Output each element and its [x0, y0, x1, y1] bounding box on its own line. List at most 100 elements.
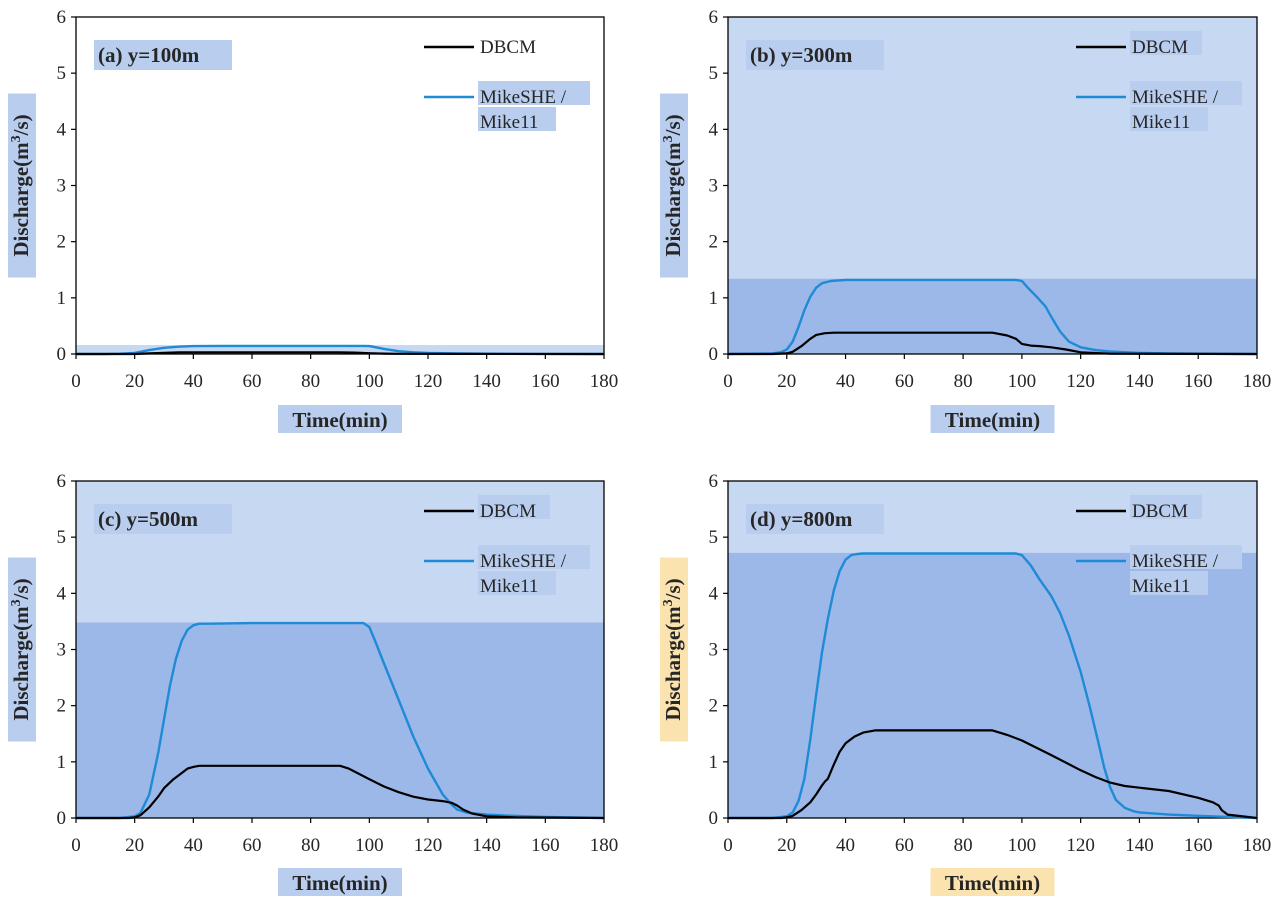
- y-tick-label: 5: [709, 63, 719, 84]
- y-tick-label: 4: [709, 119, 719, 140]
- legend-label-highlight: [478, 571, 556, 595]
- y-tick-label: 6: [709, 7, 719, 28]
- y-tick-label: 1: [57, 752, 67, 773]
- panel-label-highlight: [746, 40, 884, 70]
- panel-label-highlight: [94, 504, 232, 534]
- y-axis-title-main: Discharge(m: [661, 142, 685, 257]
- x-tick-label: 140: [472, 835, 501, 856]
- x-axis-title-highlight: [278, 868, 402, 896]
- x-tick-label: 20: [125, 371, 144, 392]
- x-tick-label: 20: [125, 835, 144, 856]
- y-axis-title-main: Discharge(m: [9, 142, 33, 257]
- x-tick-label: 80: [301, 835, 320, 856]
- x-tick-label: 20: [777, 371, 796, 392]
- svg-text:Discharge(m3/s): Discharge(m3/s): [661, 114, 685, 256]
- legend-label-highlight: [1130, 545, 1242, 569]
- legend-label-highlight: [1130, 107, 1208, 131]
- y-tick-label: 0: [709, 344, 719, 365]
- svg-text:Discharge(m3/s): Discharge(m3/s): [661, 578, 685, 720]
- panel-label: (d) y=800m: [750, 507, 853, 531]
- y-tick-label: 3: [709, 640, 719, 661]
- x-tick-label: 40: [184, 371, 203, 392]
- x-tick-label: 100: [355, 835, 384, 856]
- y-axis-title-superscript: 3: [9, 599, 24, 606]
- legend-label-dbcm: DBCM: [1132, 501, 1188, 522]
- legend-label-highlight: [1130, 571, 1208, 595]
- x-tick-label: 40: [184, 835, 203, 856]
- x-tick-label: 20: [777, 835, 796, 856]
- y-tick-label: 3: [57, 640, 67, 661]
- y-tick-label: 6: [57, 7, 67, 28]
- y-axis-title: Discharge(m3/s): [660, 557, 688, 742]
- y-tick-label: 1: [57, 288, 67, 309]
- panel-label: (b) y=300m: [750, 43, 853, 67]
- y-tick-label: 1: [709, 752, 719, 773]
- y-tick-label: 6: [57, 471, 67, 492]
- x-tick-label: 40: [836, 371, 855, 392]
- y-tick-label: 2: [709, 232, 719, 253]
- x-tick-label: 160: [1184, 835, 1213, 856]
- panel-label: (a) y=100m: [98, 43, 200, 67]
- x-tick-label: 180: [590, 835, 619, 856]
- y-tick-label: 2: [57, 696, 67, 717]
- x-tick-label: 180: [590, 371, 619, 392]
- x-axis-title: Time(min): [945, 408, 1040, 432]
- x-tick-label: 180: [1243, 835, 1272, 856]
- x-tick-label: 0: [723, 835, 733, 856]
- series-line-dbcm: [728, 331, 1258, 356]
- x-tick-label: 100: [1008, 835, 1037, 856]
- series-line-mikeshe-mike11: [727, 278, 1258, 356]
- legend-label-highlight: [1130, 495, 1202, 519]
- panel-label: (c) y=500m: [98, 507, 199, 531]
- legend-label-mike11: Mike11: [1132, 112, 1190, 133]
- y-axis-title-superscript: 3: [661, 135, 676, 142]
- y-axis-title-unit: /s): [661, 578, 685, 600]
- x-tick-label: 60: [243, 371, 262, 392]
- y-tick-label: 0: [57, 808, 67, 829]
- x-tick-label: 80: [954, 371, 973, 392]
- legend-label-highlight: [1130, 31, 1202, 55]
- x-tick-label: 0: [71, 835, 81, 856]
- y-tick-label: 4: [57, 119, 67, 140]
- y-axis-title: Discharge(m3/s): [8, 93, 36, 278]
- y-tick-label: 1: [709, 288, 719, 309]
- legend-label-mikeshe: MikeSHE /: [480, 551, 567, 572]
- legend-label-highlight: [478, 495, 550, 519]
- y-axis-title-superscript: 3: [9, 135, 24, 142]
- y-axis-title-highlight: [8, 557, 36, 742]
- y-tick-label: 5: [57, 63, 67, 84]
- y-axis-title-main: Discharge(m: [9, 606, 33, 721]
- series-line-mikeshe-mike11: [728, 552, 1258, 820]
- x-tick-label: 0: [723, 371, 733, 392]
- y-tick-label: 6: [709, 471, 719, 492]
- plot-area-fill-band: [76, 622, 604, 818]
- y-axis-title-unit: /s): [9, 114, 33, 136]
- x-tick-label: 60: [243, 835, 262, 856]
- x-axis-title-highlight: [930, 405, 1055, 433]
- x-tick-label: 180: [1243, 371, 1272, 392]
- legend-label-highlight: [478, 81, 590, 105]
- y-axis-title-superscript: 3: [661, 599, 676, 606]
- legend-label-highlight: [1130, 81, 1242, 105]
- x-tick-label: 0: [71, 371, 81, 392]
- legend-label-mikeshe: MikeSHE /: [1132, 551, 1219, 572]
- series-line-dbcm: [76, 764, 605, 820]
- x-tick-label: 160: [531, 371, 560, 392]
- x-tick-label: 120: [1066, 371, 1095, 392]
- y-tick-label: 2: [57, 232, 67, 253]
- x-tick-label: 160: [531, 835, 560, 856]
- series-line-dbcm: [728, 729, 1258, 820]
- x-tick-label: 80: [301, 371, 320, 392]
- x-tick-label: 60: [895, 835, 914, 856]
- y-tick-label: 4: [57, 583, 67, 604]
- y-tick-label: 5: [57, 527, 67, 548]
- y-axis-title-unit: /s): [9, 578, 33, 600]
- panel-label-highlight: [746, 504, 884, 534]
- y-tick-label: 0: [709, 808, 719, 829]
- y-axis-title: Discharge(m3/s): [8, 557, 36, 742]
- y-axis-title-highlight: [660, 557, 688, 742]
- x-tick-label: 40: [836, 835, 855, 856]
